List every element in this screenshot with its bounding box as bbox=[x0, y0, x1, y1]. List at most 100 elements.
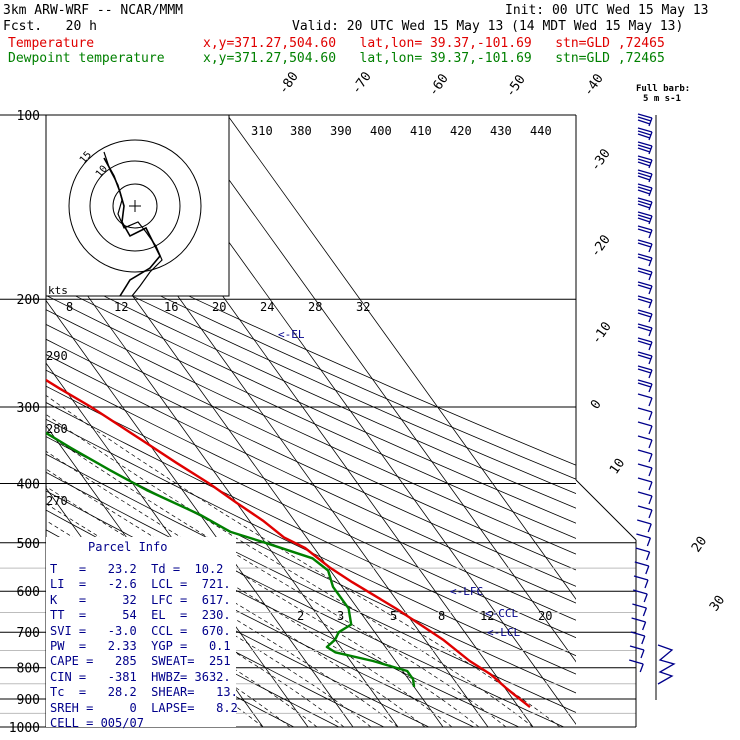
isotherm-label: -30 bbox=[588, 146, 614, 174]
wind-barb-flag bbox=[637, 365, 653, 371]
wind-barb-flag bbox=[637, 340, 652, 346]
wind-barb-flag bbox=[637, 113, 653, 119]
hodograph-ring-outer bbox=[68, 139, 202, 273]
wind-barb-flag bbox=[637, 217, 651, 223]
temperature-location: x,y=371.27,504.60 lat,lon= 39.37,-101.69… bbox=[203, 36, 665, 51]
wind-barb-staff bbox=[644, 579, 649, 589]
parcel-info-row: LI = -2.6 LCL = 721. bbox=[50, 577, 231, 592]
wind-barb-staff bbox=[648, 243, 653, 253]
dry-adiabat-line bbox=[46, 227, 576, 466]
wind-barb-flag bbox=[637, 354, 652, 360]
mixing-ratio-label: 8 bbox=[66, 300, 73, 314]
wind-barb-flag bbox=[637, 312, 652, 318]
wind-barb-flag bbox=[634, 561, 649, 567]
level-marker: <-LFC bbox=[450, 585, 483, 598]
wind-barb-flag bbox=[637, 228, 652, 234]
parcel-info-row: T = 23.2 Td = 10.2 bbox=[50, 562, 224, 576]
parcel-info-box bbox=[46, 537, 236, 727]
moist-adiabat-line bbox=[46, 536, 345, 727]
adiabat-label: 280 bbox=[46, 422, 68, 436]
wind-barb-staff bbox=[648, 285, 653, 295]
wind-barb-flag bbox=[637, 242, 652, 248]
wind-barb-flag bbox=[637, 133, 651, 139]
pressure-tick-label: 500 bbox=[17, 537, 40, 552]
wind-barb-flag bbox=[637, 203, 651, 209]
wind-barb-flag bbox=[637, 147, 651, 153]
wind-barb-flag bbox=[637, 256, 652, 262]
moist-adiabat-line bbox=[46, 413, 534, 727]
mixing-ratio-label-lower: 5 bbox=[390, 609, 397, 623]
isotherm-label: -20 bbox=[588, 232, 614, 260]
temperature-line bbox=[46, 378, 531, 709]
isotherm-line bbox=[46, 237, 399, 727]
wind-barb-flag bbox=[637, 477, 653, 483]
wind-barb-flag bbox=[637, 119, 651, 125]
dry-adiabat-line bbox=[46, 280, 576, 524]
wind-barb-staff bbox=[648, 313, 653, 323]
isotherm-label: -60 bbox=[426, 71, 452, 99]
moist-adiabat-line bbox=[46, 468, 453, 727]
pressure-tick-label: 400 bbox=[17, 477, 40, 492]
wind-barb-staff bbox=[648, 509, 653, 519]
isotherm-label: 10 bbox=[607, 456, 628, 477]
wind-barb-flag bbox=[637, 382, 652, 388]
parcel-info-title: Parcel Info bbox=[88, 540, 168, 554]
wind-barb-flag bbox=[637, 200, 652, 206]
theta-label: 390 bbox=[330, 124, 352, 138]
theta-label: 440 bbox=[530, 124, 552, 138]
hodograph-trace-bold bbox=[103, 157, 161, 297]
wind-barb-staff bbox=[648, 159, 653, 169]
wind-barb-flag bbox=[637, 393, 653, 399]
dry-adiabat-line bbox=[46, 309, 576, 555]
wind-barb-flag bbox=[637, 253, 653, 259]
wind-barb-flag bbox=[637, 189, 651, 195]
theta-label: 410 bbox=[410, 124, 432, 138]
wind-barb-staff bbox=[648, 383, 653, 393]
parcel-info-row: CAPE = 285 SWEAT= 251 bbox=[50, 654, 231, 669]
wind-barb-staff bbox=[648, 271, 653, 281]
wind-barb-flag bbox=[637, 326, 652, 332]
wind-barb-flag bbox=[637, 284, 652, 290]
level-marker: <-EL bbox=[278, 328, 305, 341]
wind-barb-flag bbox=[637, 519, 652, 525]
mixing-ratio-label: 16 bbox=[164, 300, 178, 314]
theta-label: 430 bbox=[490, 124, 512, 138]
wind-barb-flag bbox=[637, 155, 653, 161]
isotherm-label: -40 bbox=[581, 71, 607, 99]
wind-barb-flag bbox=[637, 407, 653, 413]
wind-barb-staff bbox=[648, 453, 653, 463]
wind-barb-flag bbox=[637, 463, 653, 469]
wind-barb-staff bbox=[648, 341, 653, 351]
wind-barb-flag bbox=[637, 505, 653, 511]
adiabat-label: 290 bbox=[46, 349, 68, 363]
wind-barb-flag bbox=[637, 214, 652, 220]
pressure-tick-label: 900 bbox=[17, 693, 40, 708]
isotherm-label: -50 bbox=[503, 72, 529, 100]
mixing-ratio-label-lower: 2 bbox=[297, 609, 304, 623]
wind-barb-cluster bbox=[657, 644, 676, 685]
isotherm-line bbox=[227, 115, 576, 600]
parcel-info-row: SVI = -3.0 CCL = 670. bbox=[50, 623, 231, 638]
parcel-info-row: TT = 54 EL = 230. bbox=[50, 608, 231, 623]
wind-barb-staff bbox=[648, 439, 653, 449]
pressure-tick-label: 200 bbox=[17, 293, 40, 308]
wind-barb-flag bbox=[637, 183, 653, 189]
wind-barb-staff bbox=[648, 425, 653, 435]
wind-barb-flag bbox=[637, 351, 653, 357]
wind-barb-flag bbox=[637, 169, 653, 175]
wind-barb-staff bbox=[648, 173, 653, 183]
mixing-ratio-label: 24 bbox=[260, 300, 274, 314]
wind-barb-flag bbox=[637, 368, 652, 374]
theta-label: 380 bbox=[290, 124, 312, 138]
moist-adiabat-line bbox=[46, 569, 291, 727]
mixing-ratio-label-lower: 3 bbox=[337, 609, 344, 623]
dewpoint-location: x,y=371.27,504.60 lat,lon= 39.37,-101.69… bbox=[203, 51, 665, 66]
theta-label: 310 bbox=[251, 124, 273, 138]
dewpoint-line bbox=[46, 431, 416, 688]
pressure-tick-label: 800 bbox=[17, 662, 40, 677]
wind-barb-staff bbox=[648, 369, 653, 379]
wind-barb-flag bbox=[637, 421, 653, 427]
wind-barb-flag bbox=[630, 631, 645, 637]
adiabat-label: 270 bbox=[46, 494, 68, 508]
mixing-ratio-label: 28 bbox=[308, 300, 322, 314]
